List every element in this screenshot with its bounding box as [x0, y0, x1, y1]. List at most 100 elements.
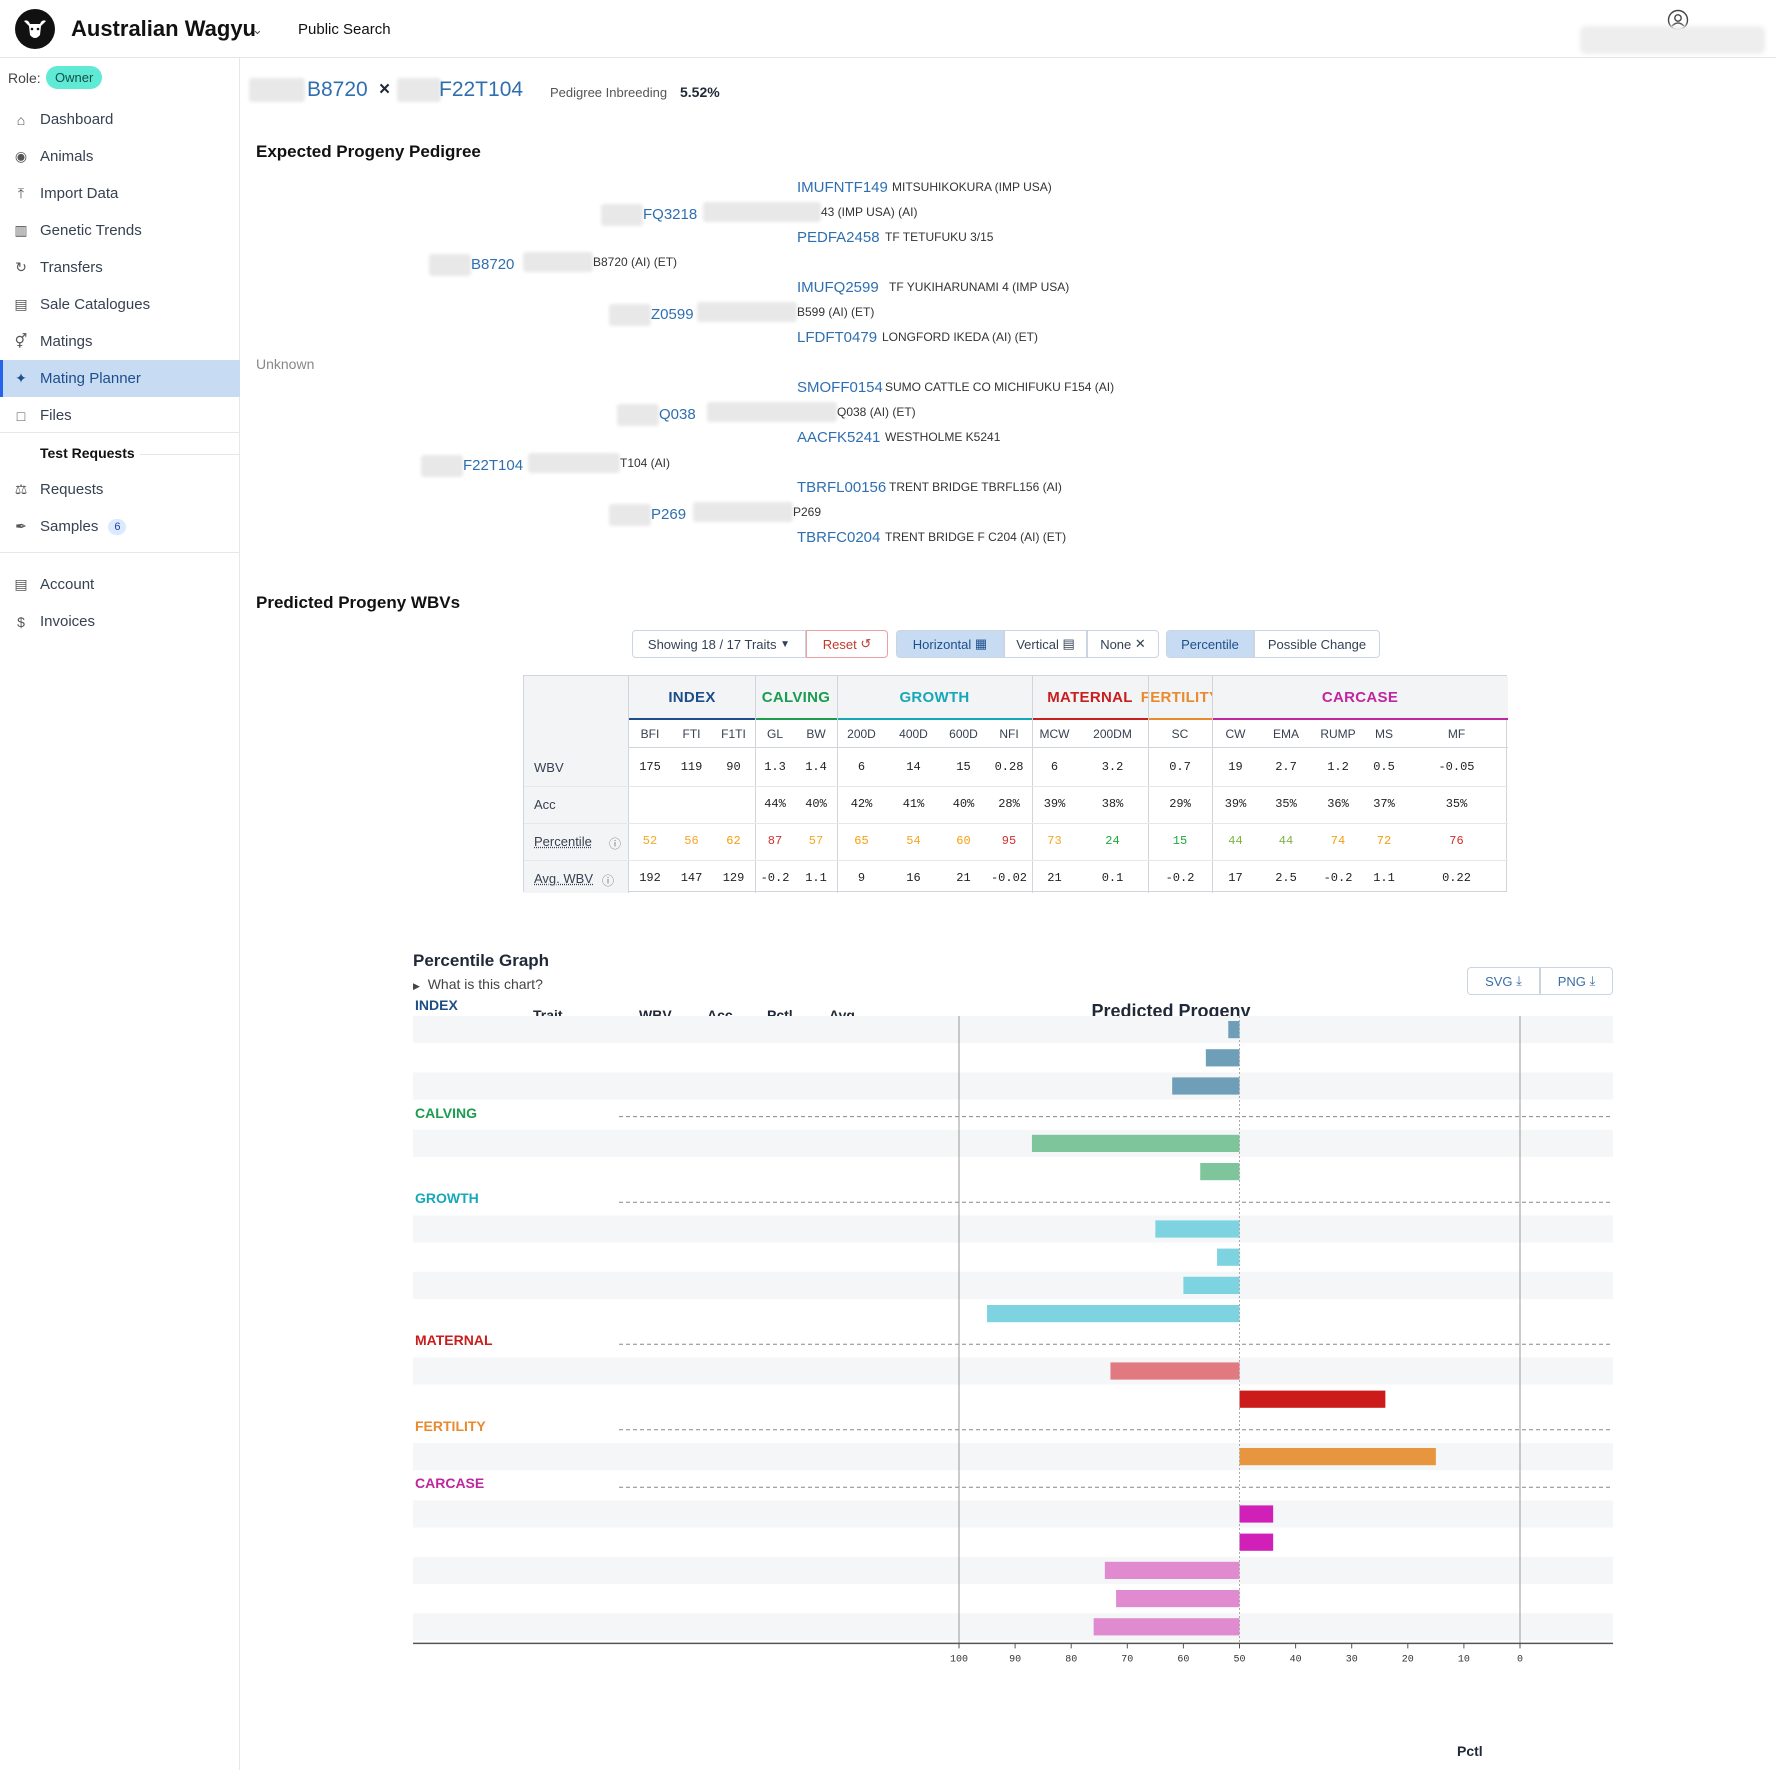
group-divider [1148, 676, 1149, 893]
wbv-cell-avg: 192 [639, 871, 661, 885]
x-tick-label: 10 [1458, 1654, 1470, 1665]
pedigree-grandparent-name: SUMO CATTLE CO MICHIFUKU F154 (AI) [885, 380, 1115, 394]
sidebar-item-requests[interactable]: ⚖ Requests [0, 471, 240, 508]
wbv-row-label: Percentile [534, 834, 592, 849]
sidebar-item-invoices[interactable]: $ Invoices [0, 603, 240, 640]
cow-icon: ◉ [14, 148, 28, 164]
sidebar-item-account[interactable]: ▤ Account [0, 566, 240, 603]
wbv-cell-pctl: 72 [1376, 834, 1392, 848]
close-icon: ✕ [1134, 636, 1146, 651]
public-search-link[interactable]: Public Search [298, 21, 391, 38]
wbv-cell-avg: -0.2 [760, 871, 790, 885]
sidebar-item-matings[interactable]: ⚥ Matings [0, 323, 240, 360]
row-divider [524, 823, 1508, 824]
vertical-label: Vertical [1016, 636, 1059, 652]
percentile-bar [1217, 1248, 1240, 1266]
wbv-cell-acc: 36% [1327, 797, 1349, 811]
bar-chart-icon: ▥ [14, 222, 28, 238]
pedigree-animal-link[interactable]: Q038 [659, 406, 696, 423]
pedigree-animal-link[interactable]: FQ3218 [643, 206, 698, 223]
sidebar-item-animals[interactable]: ◉ Animals [0, 138, 240, 175]
wbv-cell-pctl: 44 [1278, 834, 1294, 848]
wbv-cell-wbv: 90 [726, 760, 741, 774]
pedigree-grandparent-link[interactable]: IMUFNTF149 [797, 179, 888, 196]
pedigree-animal-link[interactable]: F22T104 [463, 457, 524, 474]
pedigree-grandparent-link[interactable]: AACFK5241 [797, 429, 881, 446]
blurred-name [523, 252, 593, 272]
sire-link[interactable]: B8720 [307, 78, 368, 101]
percentile-bar [1200, 1163, 1240, 1181]
list-icon: ▤ [1062, 636, 1075, 651]
wbv-column-header: 600D [941, 720, 986, 748]
layout-vertical-button[interactable]: Vertical ▤ [1004, 630, 1087, 658]
role-label: Role: [8, 70, 41, 86]
pedigree-grandparent-link[interactable]: PEDFA2458 [797, 229, 880, 246]
app-title[interactable]: Australian Wagyu [71, 16, 256, 41]
wbv-cell-acc: 37% [1373, 797, 1395, 811]
graph-row-bg [413, 1357, 1613, 1385]
sidebar-item-label: Invoices [40, 613, 96, 630]
pedigree-grandparent-link[interactable]: TBRFC0204 [797, 529, 881, 546]
undo-icon: ↺ [860, 636, 872, 651]
pedigree-animal-link[interactable]: P269 [651, 506, 687, 523]
dam-link[interactable]: F22T104 [439, 78, 524, 101]
download-icon: ⤓ [1516, 973, 1522, 988]
download-png-button[interactable]: PNG ⤓ [1540, 967, 1613, 995]
sidebar-item-genetic-trends[interactable]: ▥ Genetic Trends [0, 212, 240, 249]
reset-button[interactable]: Reset ↺ [806, 630, 888, 658]
pedigree-animal-link[interactable]: Z0599 [651, 306, 694, 323]
sidebar-item-import-data[interactable]: ⤒ Import Data [0, 175, 240, 212]
row-divider [524, 786, 1508, 787]
layout-none-button[interactable]: None ✕ [1087, 630, 1159, 658]
chevron-down-icon[interactable]: ⌄ [252, 22, 263, 37]
sidebar-item-label: Animals [40, 148, 94, 165]
sidebar-item-dashboard[interactable]: ⌂ Dashboard [0, 101, 240, 138]
reset-label: Reset [822, 636, 857, 652]
matings-icon: ⚥ [14, 333, 28, 349]
pedigree-animal-link[interactable]: B8720 [471, 256, 515, 273]
blurred-id-prefix [601, 204, 643, 226]
wbv-cell-avg: 21 [1047, 871, 1062, 885]
percentile-bar [1104, 1561, 1240, 1579]
sidebar-item-transfers[interactable]: ↻ Transfers [0, 249, 240, 286]
sidebar-divider [0, 432, 240, 433]
graph-group-label: GROWTH [415, 1190, 479, 1207]
pedigree-grandparent-link[interactable]: SMOFF0154 [797, 379, 883, 396]
wbv-cell-pctl: 76 [1449, 834, 1464, 848]
sidebar-item-files[interactable]: □ Files [0, 397, 240, 434]
caret-down-icon: ▼ [780, 638, 791, 650]
sidebar-item-sale-catalogues[interactable]: ▤ Sale Catalogues [0, 286, 240, 323]
blurred-id-prefix [617, 404, 659, 426]
wbv-cell-pctl: 15 [1172, 834, 1188, 848]
inbreeding-value: 5.52% [680, 84, 720, 100]
trait-selector-dropdown[interactable]: Showing 18 / 17 Traits ▼ [632, 630, 806, 658]
layout-horizontal-button[interactable]: Horizontal ▦ [896, 630, 1004, 658]
x-tick-label: 30 [1346, 1654, 1358, 1665]
what-is-chart-toggle[interactable]: ▶ What is this chart? [413, 976, 543, 992]
wbv-group-header: CALVING [755, 676, 837, 720]
wbv-cell-pctl: 73 [1047, 834, 1062, 848]
percentile-toggle[interactable]: Percentile [1166, 630, 1254, 658]
wagyu-logo-icon[interactable] [15, 9, 55, 49]
none-label: None [1100, 636, 1132, 652]
graph-row-bg [413, 1613, 1613, 1641]
graph-group-label: FERTILITY [415, 1417, 486, 1434]
wbv-column-header: SC [1148, 720, 1212, 748]
sidebar-item-label: Genetic Trends [40, 222, 142, 239]
wbv-cell-pctl: 52 [642, 834, 658, 848]
pedigree-grandparent-link[interactable]: TBRFL00156 [797, 479, 887, 496]
dollar-icon: $ [17, 613, 25, 630]
possible-change-toggle[interactable]: Possible Change [1254, 630, 1380, 658]
triangle-right-icon: ▶ [413, 981, 420, 991]
x-axis-label: Pctl [1457, 1743, 1483, 1759]
user-name-blurred[interactable] [1580, 26, 1765, 54]
pedigree-grandparent-link[interactable]: LFDFT0479 [797, 329, 878, 346]
sidebar-item-mating-planner[interactable]: ✦ Mating Planner [0, 360, 240, 397]
pedigree-animal-name: T104 (AI) [620, 456, 671, 470]
wbv-cell-pctl: 60 [956, 834, 971, 848]
inbreeding-label: Pedigree Inbreeding [550, 85, 668, 100]
download-svg-button[interactable]: SVG ⤓ [1467, 967, 1540, 995]
wbv-cell-wbv: 3.2 [1101, 760, 1124, 774]
sidebar-item-samples[interactable]: ✒ Samples 6 [0, 508, 240, 545]
pedigree-grandparent-link[interactable]: IMUFQ2599 [797, 279, 879, 296]
